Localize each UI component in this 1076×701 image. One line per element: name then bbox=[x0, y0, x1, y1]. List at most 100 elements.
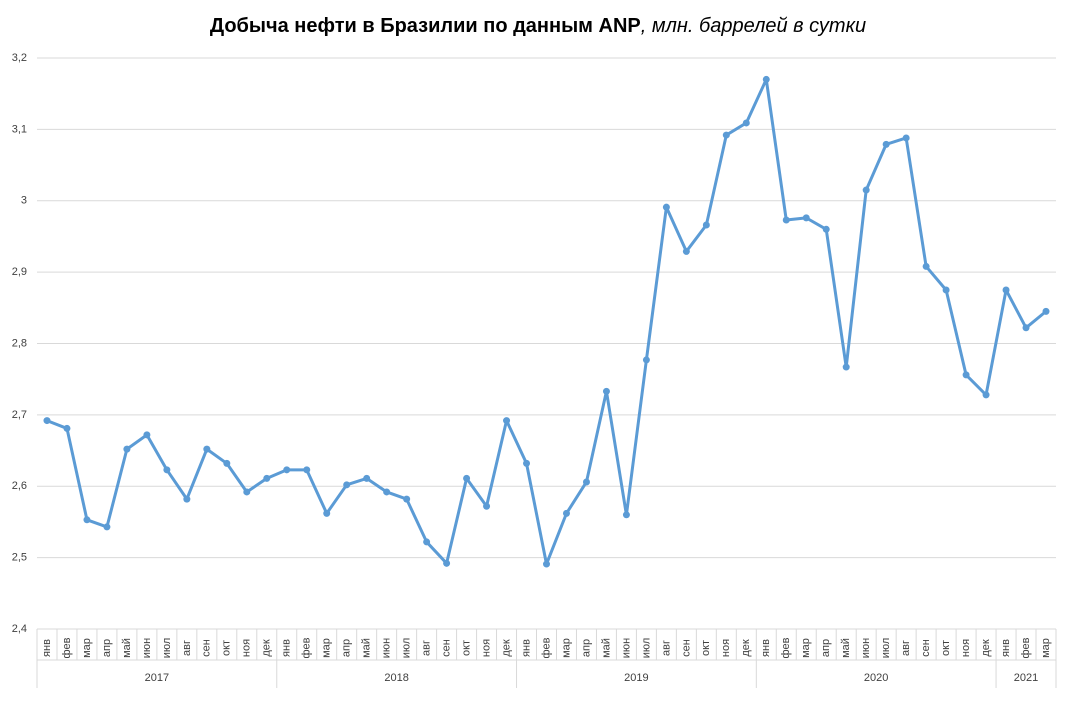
data-point bbox=[622, 511, 630, 519]
chart-title-block: Добыча нефти в Бразилии по данным ANP, м… bbox=[210, 15, 866, 37]
x-tick-label: ноя bbox=[720, 639, 732, 657]
x-tick-label: июл bbox=[640, 638, 652, 659]
x-tick-label: ноя bbox=[480, 639, 492, 657]
data-point bbox=[543, 560, 550, 568]
data-point bbox=[83, 516, 91, 524]
x-group-label: 2017 bbox=[145, 672, 169, 684]
y-tick-label: 2,9 bbox=[12, 266, 27, 278]
data-point bbox=[343, 481, 351, 489]
x-tick-label: май bbox=[121, 638, 133, 658]
data-point bbox=[562, 509, 570, 517]
data-point bbox=[882, 140, 890, 148]
x-tick-label: сен bbox=[680, 639, 692, 657]
x-tick-label: янв bbox=[520, 639, 532, 657]
data-point bbox=[43, 417, 51, 425]
x-tick-label: ноя bbox=[241, 639, 253, 657]
data-point bbox=[223, 459, 231, 467]
chart-title-unit: , млн. баррелей в сутки bbox=[641, 15, 866, 37]
data-point bbox=[323, 509, 331, 517]
data-point bbox=[762, 75, 770, 83]
data-point bbox=[1022, 324, 1030, 332]
data-point bbox=[662, 203, 670, 211]
x-tick-label: фев bbox=[540, 637, 552, 658]
data-point bbox=[183, 495, 191, 503]
y-tick-label: 2,5 bbox=[12, 552, 27, 564]
data-point bbox=[463, 474, 471, 482]
data-point bbox=[722, 131, 730, 139]
x-tick-label: дек bbox=[980, 639, 992, 657]
data-point bbox=[942, 286, 950, 294]
x-tick-label: фев bbox=[61, 637, 73, 658]
data-point bbox=[862, 186, 870, 194]
y-tick-label: 2,6 bbox=[12, 480, 27, 492]
y-tick-label: 3 bbox=[21, 195, 27, 207]
x-tick-label: янв bbox=[281, 639, 293, 657]
x-tick-label: сен bbox=[201, 639, 213, 657]
data-point bbox=[782, 216, 790, 224]
y-tick-label: 2,4 bbox=[12, 623, 27, 635]
data-point bbox=[742, 119, 750, 127]
x-tick-label: дек bbox=[740, 639, 752, 657]
x-tick-label: окт bbox=[940, 640, 952, 656]
data-point bbox=[303, 466, 311, 474]
x-tick-label: авг bbox=[421, 640, 433, 656]
data-point bbox=[283, 466, 291, 474]
data-point bbox=[103, 523, 111, 531]
x-tick-label: мар bbox=[81, 638, 93, 658]
x-tick-label: дек bbox=[500, 639, 512, 657]
x-tick-label: апр bbox=[341, 639, 353, 657]
data-point bbox=[123, 445, 131, 453]
x-group-label: 2018 bbox=[384, 672, 408, 684]
data-point bbox=[163, 466, 171, 474]
data-point bbox=[902, 134, 910, 142]
x-tick-label: июн bbox=[381, 638, 393, 658]
x-tick-label: июн bbox=[860, 638, 872, 658]
x-tick-label: авг bbox=[900, 640, 912, 656]
data-point bbox=[383, 488, 391, 496]
x-tick-label: апр bbox=[820, 639, 832, 657]
data-point bbox=[143, 431, 151, 439]
x-tick-label: мар bbox=[321, 638, 333, 658]
chart-title: Добыча нефти в Бразилии по данным ANP bbox=[210, 15, 641, 37]
data-point bbox=[1042, 307, 1050, 315]
x-tick-label: сен bbox=[441, 639, 453, 657]
data-point bbox=[243, 488, 251, 496]
data-point bbox=[483, 502, 491, 510]
x-tick-label: ноя bbox=[960, 639, 972, 657]
y-tick-label: 2,8 bbox=[12, 337, 27, 349]
y-tick-label: 3,2 bbox=[12, 52, 27, 64]
x-tick-label: июн bbox=[141, 638, 153, 658]
data-point bbox=[1002, 286, 1010, 294]
x-tick-label: янв bbox=[1000, 639, 1012, 657]
data-point bbox=[962, 371, 970, 379]
x-tick-label: мар bbox=[1040, 638, 1052, 658]
x-tick-label: авг bbox=[660, 640, 672, 656]
x-tick-label: фев bbox=[301, 637, 313, 658]
x-tick-label: май bbox=[600, 638, 612, 658]
data-point bbox=[203, 445, 211, 453]
x-tick-label: апр bbox=[580, 639, 592, 657]
x-tick-label: окт bbox=[221, 640, 233, 656]
data-point bbox=[842, 363, 850, 371]
data-point bbox=[63, 424, 71, 432]
x-group-label: 2021 bbox=[1014, 672, 1038, 684]
x-tick-label: апр bbox=[101, 639, 113, 657]
y-tick-label: 2,7 bbox=[12, 409, 27, 421]
x-tick-label: окт bbox=[460, 640, 472, 656]
x-tick-label: сен bbox=[920, 639, 932, 657]
data-point bbox=[982, 391, 990, 399]
x-tick-label: май bbox=[840, 638, 852, 658]
x-tick-label: мар bbox=[800, 638, 812, 658]
x-tick-label: фев bbox=[780, 637, 792, 658]
data-point bbox=[503, 417, 511, 425]
data-point bbox=[702, 221, 710, 229]
x-tick-label: май bbox=[361, 638, 373, 658]
data-point bbox=[523, 459, 531, 467]
data-point bbox=[642, 356, 650, 364]
x-group-label: 2019 bbox=[624, 672, 648, 684]
data-point bbox=[602, 387, 610, 395]
x-tick-label: мар bbox=[560, 638, 572, 658]
x-tick-label: июл bbox=[401, 638, 413, 659]
data-point bbox=[922, 262, 930, 270]
data-point bbox=[263, 474, 271, 482]
